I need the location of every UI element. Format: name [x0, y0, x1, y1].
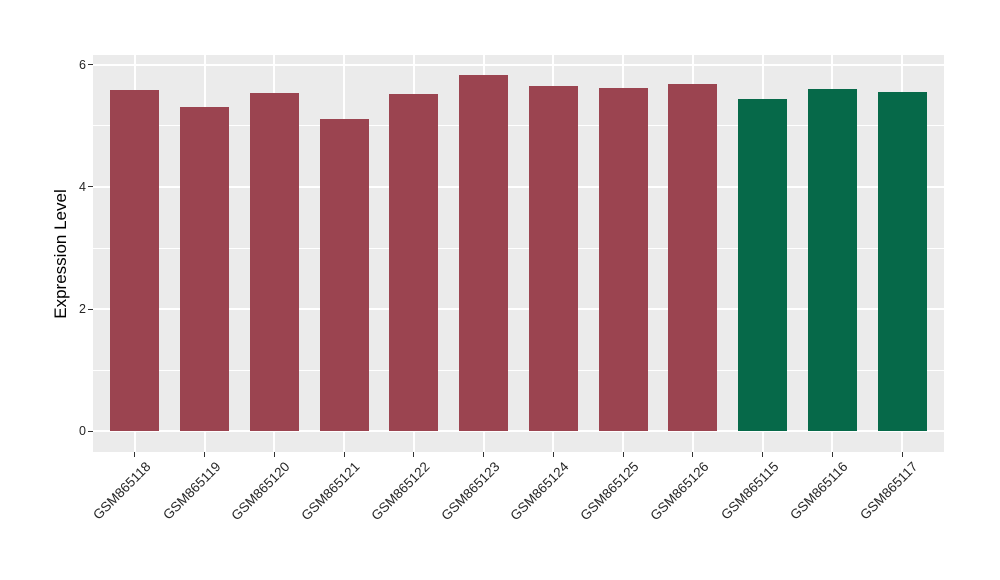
x-tick-mark: [622, 452, 624, 457]
y-tick-mark: [88, 64, 93, 66]
x-tick-mark: [134, 452, 136, 457]
y-tick-mark: [88, 186, 93, 188]
y-tick-mark: [88, 430, 93, 432]
x-tick-mark: [204, 452, 206, 457]
y-tick-label: 2: [79, 302, 86, 317]
x-tick-mark: [692, 452, 694, 457]
bar-GSM865121: [319, 119, 369, 432]
bar-GSM865120: [249, 92, 299, 432]
bar-GSM865123: [459, 74, 509, 432]
x-tick-mark: [552, 452, 554, 457]
gridline-minor: [93, 125, 944, 127]
bar-GSM865118: [110, 89, 160, 432]
bar-GSM865119: [180, 106, 229, 432]
x-tick-mark: [483, 452, 485, 457]
bar-GSM865117: [877, 91, 927, 432]
gridline-major: [93, 63, 944, 66]
x-tick-mark: [901, 452, 903, 457]
bar-GSM865116: [807, 88, 857, 432]
gridline-major: [93, 430, 944, 433]
plot-panel: [93, 55, 944, 452]
bar-GSM865115: [738, 98, 788, 432]
gridline-minor: [93, 247, 944, 249]
x-tick-mark: [343, 452, 345, 457]
x-tick-mark: [762, 452, 764, 457]
x-tick-mark: [273, 452, 275, 457]
y-tick-label: 6: [79, 57, 86, 72]
x-tick-mark: [831, 452, 833, 457]
gridline-major: [93, 185, 944, 188]
y-axis-title: Expression Level: [51, 189, 70, 319]
bar-GSM865124: [528, 85, 578, 432]
gridline-major: [93, 308, 944, 311]
y-tick-label: 0: [79, 424, 86, 439]
y-tick-label: 4: [79, 179, 86, 194]
gridline-minor: [93, 369, 944, 371]
x-tick-label: GSM865118: [89, 459, 154, 523]
bar-GSM865122: [389, 94, 439, 432]
bar-GSM865126: [668, 83, 718, 432]
bar-GSM865125: [598, 87, 648, 432]
x-tick-mark: [413, 452, 415, 457]
y-tick-mark: [88, 308, 93, 310]
